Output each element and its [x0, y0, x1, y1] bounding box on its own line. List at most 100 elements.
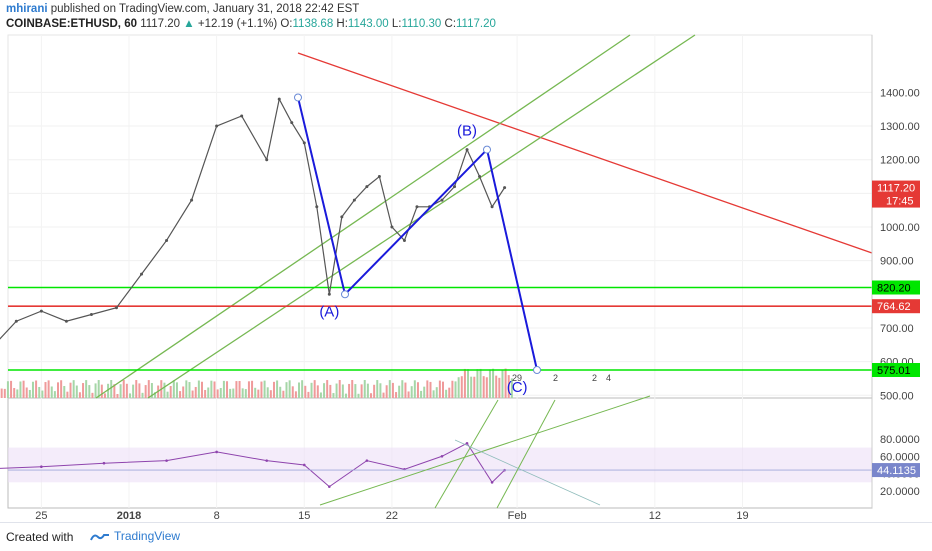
- volume-bar: [269, 390, 272, 398]
- volume-bar: [382, 392, 385, 398]
- volume-bar: [438, 380, 441, 398]
- volume-bar: [326, 380, 329, 398]
- rsi-point: [490, 481, 494, 484]
- volume-bar: [460, 376, 463, 398]
- volume-bar: [50, 386, 53, 398]
- volume-bar: [194, 386, 197, 398]
- volume-bar: [138, 383, 141, 398]
- volume-bar: [94, 383, 97, 398]
- volume-bar: [129, 393, 131, 398]
- rsi-point: [465, 441, 469, 445]
- volume-bar: [197, 380, 200, 398]
- close-label: C:: [444, 18, 457, 30]
- price-series: [0, 97, 507, 340]
- rsi-point: [265, 459, 269, 462]
- event-label: 2: [553, 373, 558, 383]
- volume-bar: [285, 382, 288, 398]
- high-label: H:: [336, 18, 348, 30]
- price-point: [465, 148, 469, 152]
- volume-bar: [78, 392, 81, 398]
- volume-bar: [16, 389, 19, 398]
- volume-bar: [113, 384, 116, 398]
- rsi-trend-2: [496, 399, 556, 509]
- volume-bar: [191, 390, 194, 398]
- volume-bar: [97, 380, 100, 398]
- price-point: [352, 198, 356, 202]
- volume-bar: [498, 377, 501, 398]
- volume-bar: [341, 384, 344, 398]
- wave-node: [483, 145, 491, 154]
- axes: 1400.001300.001200.001100.001000.00900.0…: [35, 35, 920, 522]
- price-line: [0, 97, 506, 340]
- volume-bar: [260, 381, 263, 398]
- level-tag-bg: [872, 363, 920, 378]
- volume-bar: [344, 393, 347, 398]
- volume-bar: [291, 386, 294, 398]
- price-point: [277, 97, 281, 101]
- price-point: [89, 312, 93, 316]
- volume-bar: [163, 382, 166, 398]
- volume-bar: [3, 388, 6, 398]
- volume-bar: [332, 393, 335, 398]
- volume-bar: [57, 382, 60, 398]
- volume-bar: [154, 392, 157, 398]
- volume-bar: [442, 381, 444, 398]
- level-tag: 575.01: [877, 365, 911, 377]
- volume-bar: [479, 368, 482, 398]
- volume-bar: [103, 393, 106, 398]
- volume-bar: [6, 381, 9, 398]
- volume-bar: [119, 384, 122, 398]
- price-change: +12.19 (+1.1%): [197, 18, 278, 30]
- wave-label: (C): [507, 379, 528, 396]
- volume-bar: [82, 383, 85, 398]
- volume-bar: [435, 387, 438, 398]
- volume-bar: [376, 380, 379, 398]
- price-point: [402, 238, 406, 242]
- volume-bar: [329, 384, 332, 398]
- volume-bar: [41, 390, 44, 398]
- wave-node: [533, 366, 541, 375]
- rsi-trend-3: [319, 395, 651, 506]
- volume-bar: [429, 381, 432, 398]
- volume-bar: [251, 380, 254, 398]
- last-price: 1117.20: [140, 18, 181, 30]
- volume-bar: [175, 382, 178, 398]
- volume-bar: [244, 389, 247, 398]
- publisher-name[interactable]: mhirani: [6, 3, 48, 15]
- price-point: [490, 205, 494, 209]
- volume-bar: [495, 375, 498, 398]
- volume-bar: [338, 380, 341, 398]
- volume-bar: [304, 385, 307, 398]
- wave-label: (B): [457, 123, 477, 140]
- volume-bar: [135, 380, 138, 398]
- rsi-line: [0, 442, 505, 488]
- volume-bar: [454, 381, 457, 398]
- volume-bar: [510, 378, 513, 398]
- volume-bar: [388, 380, 391, 398]
- price-point: [215, 124, 219, 128]
- volume-bar: [416, 382, 419, 398]
- price-point: [39, 309, 43, 313]
- volume-bar: [288, 380, 291, 398]
- price-point: [14, 319, 18, 323]
- volume-bar: [470, 376, 473, 398]
- volume-bar: [254, 387, 257, 398]
- level-tag: 764.62: [877, 301, 911, 313]
- volume-bar: [204, 389, 207, 398]
- footer: Created with TradingView: [0, 522, 932, 551]
- grid: [7, 34, 873, 509]
- price-tick-label: 1200.00: [880, 155, 920, 167]
- volume-bar: [47, 380, 50, 398]
- volume-bar: [213, 381, 216, 398]
- time-tick-label: Feb: [508, 510, 527, 522]
- tradingview-link[interactable]: TradingView: [90, 529, 180, 543]
- close-value: 1117.20: [456, 18, 496, 30]
- volume-bar: [507, 375, 510, 398]
- volume-bar: [22, 380, 25, 398]
- volume-bar: [282, 390, 285, 398]
- volume-bar: [370, 393, 373, 398]
- rsi-pane: [0, 395, 872, 509]
- volume-bar: [413, 380, 416, 398]
- volume-bar: [473, 376, 476, 398]
